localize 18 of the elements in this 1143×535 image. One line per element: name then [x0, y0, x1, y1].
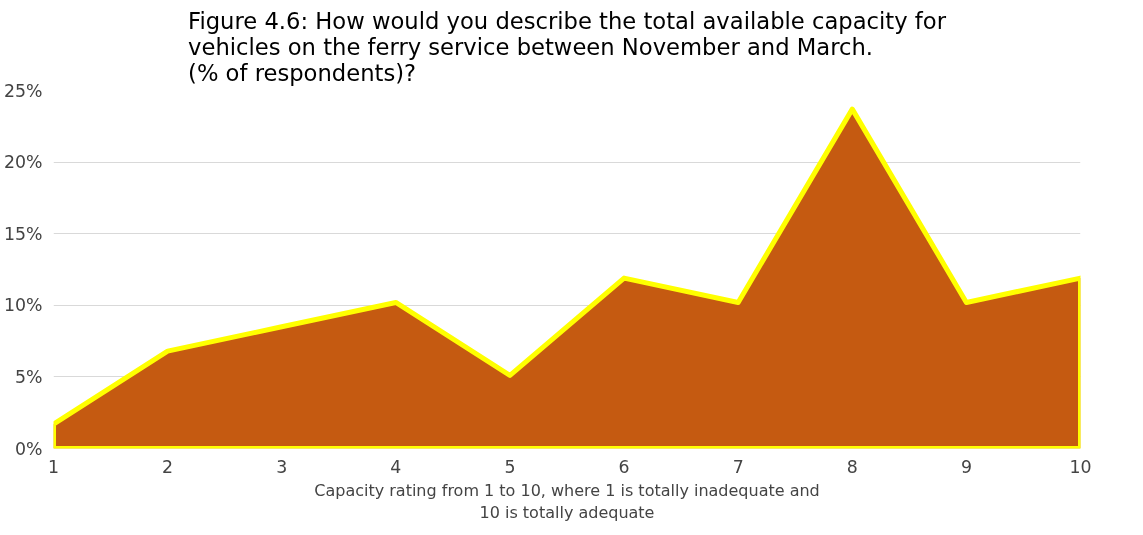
- y-tick-label: 0%: [15, 438, 43, 459]
- x-tick-label: 2: [162, 456, 174, 477]
- x-tick-label: 5: [504, 456, 516, 477]
- x-tick-label: 4: [390, 456, 402, 477]
- x-tick-label: 7: [732, 456, 744, 477]
- x-tick-label: 10: [1069, 456, 1092, 477]
- y-tick-label: 25%: [3, 80, 43, 101]
- y-tick-label: 15%: [3, 223, 43, 244]
- x-axis-title: Capacity rating from 1 to 10, where 1 is totally inadequate and 10 is totally adequate: [314, 480, 820, 523]
- x-tick-label: 9: [960, 456, 972, 477]
- y-tick-label: 5%: [15, 366, 43, 387]
- x-tick-label: 8: [846, 456, 858, 477]
- x-tick-label: 3: [276, 456, 288, 477]
- x-tick-label: 1: [47, 456, 60, 477]
- y-tick-label: 10%: [3, 295, 43, 316]
- x-tick-label: 6: [618, 456, 630, 477]
- y-tick-label: 20%: [3, 152, 43, 173]
- chart-title: Figure 4.6: How would you describe the total available capacity for vehicles on the ferry service between November and March. (% of respondents)?: [188, 7, 947, 86]
